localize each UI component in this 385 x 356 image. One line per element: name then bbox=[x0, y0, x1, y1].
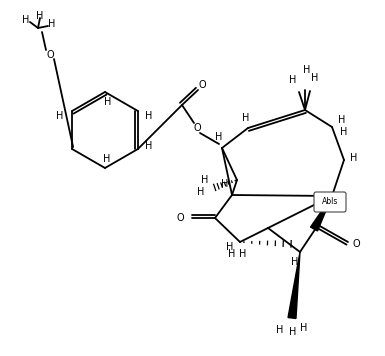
Text: H: H bbox=[226, 242, 234, 252]
FancyBboxPatch shape bbox=[314, 192, 346, 212]
Text: H: H bbox=[57, 111, 64, 121]
Text: O: O bbox=[198, 80, 206, 90]
Text: H: H bbox=[197, 187, 205, 197]
Text: H: H bbox=[291, 257, 299, 267]
Text: H: H bbox=[311, 73, 319, 83]
Text: H: H bbox=[276, 325, 284, 335]
Text: H: H bbox=[22, 15, 30, 25]
Polygon shape bbox=[310, 196, 332, 231]
Text: H: H bbox=[103, 154, 111, 164]
Text: H: H bbox=[239, 249, 247, 259]
Polygon shape bbox=[288, 252, 300, 319]
Text: H: H bbox=[338, 115, 346, 125]
Text: H: H bbox=[145, 141, 152, 151]
Text: O: O bbox=[176, 213, 184, 223]
Text: O: O bbox=[193, 123, 201, 133]
Text: O: O bbox=[46, 50, 54, 60]
Text: H: H bbox=[145, 111, 152, 121]
Text: AbIs: AbIs bbox=[322, 198, 338, 206]
Text: H: H bbox=[300, 323, 308, 333]
Text: H: H bbox=[48, 19, 56, 29]
Text: H: H bbox=[289, 327, 297, 337]
Text: H: H bbox=[228, 249, 236, 259]
Text: H: H bbox=[303, 65, 311, 75]
Text: O: O bbox=[352, 239, 360, 249]
Text: H: H bbox=[201, 175, 209, 185]
Text: H: H bbox=[340, 127, 348, 137]
Text: H: H bbox=[215, 132, 223, 142]
Text: H: H bbox=[36, 11, 44, 21]
Text: H: H bbox=[289, 75, 297, 85]
Text: H: H bbox=[350, 153, 358, 163]
Text: H: H bbox=[104, 97, 112, 107]
Text: H: H bbox=[242, 113, 250, 123]
Text: H: H bbox=[221, 179, 229, 189]
